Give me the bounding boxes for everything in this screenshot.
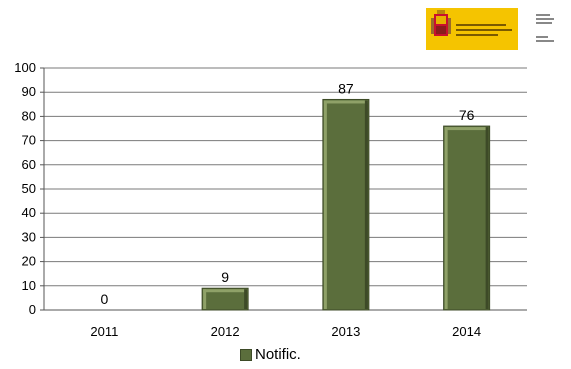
y-tick-label: 40 [22, 205, 36, 220]
data-label: 9 [221, 269, 229, 285]
x-tick-label: 2014 [452, 324, 481, 339]
y-tick-label: 60 [22, 157, 36, 172]
x-tick-label: 2011 [90, 324, 118, 339]
data-labels: 0 9 87 76 [100, 80, 474, 307]
coat-of-arms-icon [431, 10, 451, 36]
y-tick-label: 30 [22, 229, 36, 244]
y-tick-label: 80 [22, 108, 36, 123]
y-tick-labels: 0 10 20 30 40 50 60 70 80 90 100 [14, 60, 36, 317]
x-tick-label: 2013 [331, 324, 360, 339]
y-tick-label: 100 [14, 60, 36, 75]
data-label: 0 [100, 291, 108, 307]
y-tick-label: 0 [29, 302, 36, 317]
data-label: 76 [459, 107, 475, 123]
legend: Notific. [240, 346, 301, 363]
ministry-logo [426, 0, 571, 58]
bar [201, 287, 249, 311]
bar [443, 125, 491, 311]
bar [322, 98, 370, 311]
x-tick-label: 2012 [211, 324, 240, 339]
data-label: 87 [338, 80, 354, 96]
y-tick-label: 10 [22, 278, 36, 293]
x-tick-labels: 2011 2012 2013 2014 [90, 324, 481, 339]
y-tick-label: 20 [22, 254, 36, 269]
y-tick-label: 70 [22, 133, 36, 148]
y-tick-label: 50 [22, 181, 36, 196]
legend-label: Notific. [255, 346, 301, 363]
y-tick-label: 90 [22, 84, 36, 99]
bars [201, 98, 491, 311]
legend-swatch [240, 348, 252, 361]
